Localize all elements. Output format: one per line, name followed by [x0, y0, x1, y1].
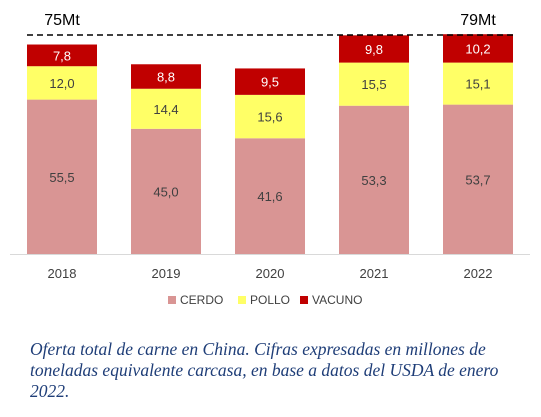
legend-swatch-cerdo	[168, 296, 176, 304]
bar-cerdo-2021	[339, 105, 409, 255]
x-tick-label-2020: 2020	[256, 266, 285, 281]
bar-pollo-2020	[235, 94, 305, 139]
bar-vacuno-2019	[131, 64, 201, 89]
bar-cerdo-2022	[443, 104, 513, 254]
data-label-vacuno-2021: 9,8	[365, 42, 383, 57]
data-label-cerdo-2018: 55,5	[49, 170, 74, 185]
total-annotation-2018: 75Mt	[44, 12, 80, 29]
bar-pollo-2021	[339, 62, 409, 106]
data-label-vacuno-2019: 8,8	[157, 70, 175, 85]
data-label-pollo-2019: 14,4	[153, 102, 178, 117]
data-label-cerdo-2021: 53,3	[361, 173, 386, 188]
bars-layer: 55,5 12,0 7,8 45,0 14,4 8,8 41,6 15,6 9,5 53,3 15,…	[27, 34, 513, 255]
total-annotations: 75Mt 79Mt	[27, 12, 513, 36]
legend-swatch-vacuno	[300, 296, 308, 304]
legend-label-pollo: POLLO	[250, 293, 290, 307]
legend: CERDO POLLO VACUNO	[168, 293, 362, 307]
x-tick-label-2018: 2018	[48, 266, 77, 281]
legend-label-vacuno: VACUNO	[312, 293, 362, 307]
data-label-cerdo-2022: 53,7	[465, 172, 490, 187]
x-tick-label-2022: 2022	[464, 266, 493, 281]
figure-caption: Oferta total de carne en China. Cifras e…	[30, 339, 499, 401]
data-label-vacuno-2020: 9,5	[261, 75, 279, 90]
bar-pollo-2022	[443, 62, 513, 105]
data-label-cerdo-2020: 41,6	[257, 189, 282, 204]
data-label-vacuno-2018: 7,8	[53, 48, 71, 63]
x-tick-labels: 2018 2019 2020 2021 2022	[48, 266, 493, 281]
bar-vacuno-2020	[235, 68, 305, 95]
stacked-bar-chart: 55,5 12,0 7,8 45,0 14,4 8,8 41,6 15,6 9,5 53,3 15,…	[10, 12, 530, 307]
bar-vacuno-2022	[443, 34, 513, 63]
data-label-pollo-2021: 15,5	[361, 77, 386, 92]
bar-cerdo-2019	[131, 128, 201, 254]
bar-cerdo-2018	[27, 99, 97, 254]
data-label-vacuno-2022: 10,2	[465, 41, 490, 56]
legend-label-cerdo: CERDO	[180, 293, 223, 307]
bar-cerdo-2020	[235, 138, 305, 254]
bar-vacuno-2018	[27, 44, 97, 67]
data-label-pollo-2022: 15,1	[465, 77, 490, 92]
data-label-pollo-2018: 12,0	[49, 76, 74, 91]
bar-pollo-2019	[131, 88, 201, 129]
data-label-pollo-2020: 15,6	[257, 110, 282, 125]
bar-vacuno-2021	[339, 35, 409, 63]
x-tick-label-2019: 2019	[152, 266, 181, 281]
total-annotation-2022: 79Mt	[460, 12, 496, 29]
legend-swatch-pollo	[238, 296, 246, 304]
x-tick-label-2021: 2021	[360, 266, 389, 281]
bar-pollo-2018	[27, 66, 97, 100]
data-label-cerdo-2019: 45,0	[153, 184, 178, 199]
